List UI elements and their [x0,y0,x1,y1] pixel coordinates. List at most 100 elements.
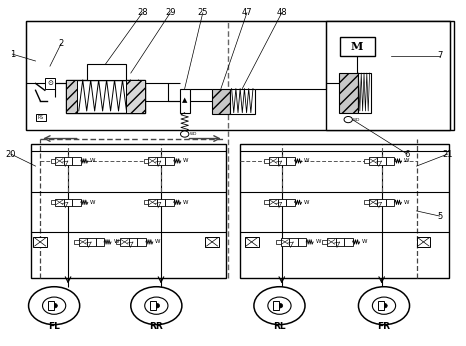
Text: W: W [404,158,409,163]
Bar [144,200,148,204]
Bar [269,199,278,206]
Text: 25: 25 [198,8,208,17]
Bar [137,238,146,246]
Bar [120,238,129,246]
Text: 5: 5 [437,211,442,221]
Bar [116,240,120,244]
Bar [35,114,46,121]
Bar [378,301,384,310]
Bar [87,64,126,80]
Bar [322,240,327,244]
Text: 47: 47 [242,8,252,17]
Bar [344,238,353,246]
Bar [369,157,377,165]
Bar [205,237,219,247]
Bar [212,89,230,115]
Text: W: W [90,200,96,205]
Bar [327,238,336,246]
Bar [66,80,77,113]
Bar [165,157,174,165]
Text: W: W [304,200,309,205]
Bar [157,199,165,206]
Bar [45,78,55,89]
Bar [278,199,286,206]
Bar [364,200,369,204]
Bar [78,238,87,246]
Bar [64,199,72,206]
Text: W: W [404,200,409,205]
Text: PS: PS [38,115,44,120]
Bar [276,240,281,244]
Circle shape [358,287,410,325]
Text: 2: 2 [58,39,64,48]
Bar [126,80,145,113]
Text: ⊙: ⊙ [47,80,53,86]
Bar [31,144,226,278]
Bar [281,238,289,246]
Bar [339,73,357,113]
Text: W: W [113,239,119,244]
Text: W: W [90,158,96,163]
Bar [26,21,454,130]
Text: W: W [155,239,161,244]
Text: W: W [304,158,309,163]
Bar [278,157,286,165]
Text: FR: FR [377,322,391,331]
Bar [179,89,190,113]
Text: 20: 20 [6,149,16,158]
Text: W: W [183,158,189,163]
Bar [386,199,394,206]
Bar [298,238,306,246]
Text: 21: 21 [442,149,453,158]
Circle shape [372,297,396,314]
Circle shape [42,297,66,314]
Bar [151,301,156,310]
Bar [48,301,54,310]
Bar [326,21,451,130]
Bar [286,199,295,206]
Bar [274,301,280,310]
Bar [264,159,269,163]
Bar [417,237,431,247]
Text: W: W [362,239,367,244]
Bar [269,157,278,165]
Text: RR: RR [150,322,163,331]
Bar [264,200,269,204]
Bar [144,159,148,163]
Bar [357,73,371,113]
Circle shape [131,287,182,325]
Circle shape [153,303,159,308]
Bar [66,80,145,113]
Text: WO: WO [190,132,198,136]
Bar [377,157,386,165]
Bar [240,144,449,278]
Circle shape [51,303,57,308]
Bar [87,238,96,246]
Bar [377,199,386,206]
Bar [230,89,255,115]
Text: WO: WO [353,118,360,121]
Text: 48: 48 [276,8,287,17]
Circle shape [276,303,283,308]
Bar [74,240,78,244]
Bar [157,157,165,165]
Text: M: M [351,41,363,52]
Circle shape [145,297,168,314]
Bar [148,157,157,165]
Circle shape [254,287,305,325]
Bar [336,238,344,246]
Bar [245,237,259,247]
Circle shape [381,303,387,308]
Bar [55,157,64,165]
Bar [369,199,377,206]
Bar [55,199,64,206]
Text: 7: 7 [437,51,442,60]
Text: ▲: ▲ [182,98,187,104]
Bar [165,199,174,206]
Circle shape [28,287,80,325]
Bar [33,237,47,247]
Text: 28: 28 [137,8,148,17]
Bar [286,157,295,165]
Text: W: W [183,200,189,205]
Bar [148,199,157,206]
